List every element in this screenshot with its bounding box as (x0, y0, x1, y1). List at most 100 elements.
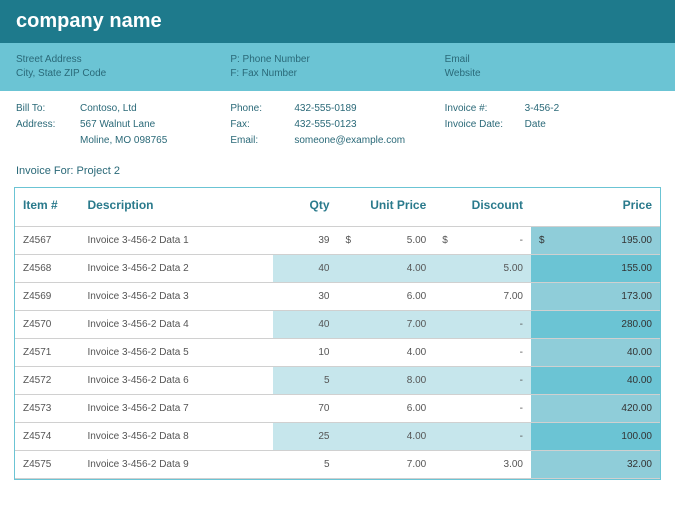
company-phone-block: P: Phone Number F: Fax Number (230, 53, 444, 81)
col-price: Price (531, 188, 660, 227)
cell-price: 100.00 (531, 423, 660, 451)
email-label: Email: (230, 133, 294, 149)
cell-qty: 70 (273, 395, 338, 423)
cell-description: Invoice 3-456-2 Data 3 (80, 283, 274, 311)
cell-discount: $- (434, 227, 531, 255)
cell-qty: 30 (273, 283, 338, 311)
company-address-block: Street Address City, State ZIP Code (16, 53, 230, 81)
invoice-for-label: Invoice For: Project 2 (0, 159, 675, 183)
cell-discount: 3.00 (434, 451, 531, 479)
fax-value: 432-555-0123 (294, 117, 356, 133)
cell-item: Z4571 (15, 339, 80, 367)
cell-qty: 5 (273, 451, 338, 479)
cell-unit-price: 4.00 (338, 423, 435, 451)
company-website: Website (445, 67, 659, 81)
cell-discount: 5.00 (434, 255, 531, 283)
cell-price: 32.00 (531, 451, 660, 479)
email-value: someone@example.com (294, 133, 405, 149)
cell-item: Z4575 (15, 451, 80, 479)
cell-item: Z4572 (15, 367, 80, 395)
company-street: Street Address (16, 53, 230, 67)
cell-discount: 7.00 (434, 283, 531, 311)
invoice-num-value: 3-456-2 (525, 101, 559, 117)
contact-block: Phone:432-555-0189 Fax:432-555-0123 Emai… (230, 101, 444, 149)
table-row: Z4575Invoice 3-456-2 Data 957.003.0032.0… (15, 451, 660, 479)
address-line2: Moline, MO 098765 (80, 133, 167, 149)
invoice-meta: Bill To:Contoso, Ltd Address:567 Walnut … (0, 91, 675, 159)
cell-item: Z4569 (15, 283, 80, 311)
invoice-table: Item # Description Qty Unit Price Discou… (15, 188, 660, 479)
cell-description: Invoice 3-456-2 Data 5 (80, 339, 274, 367)
table-row: Z4571Invoice 3-456-2 Data 5104.00-40.00 (15, 339, 660, 367)
cell-item: Z4570 (15, 311, 80, 339)
cell-item: Z4567 (15, 227, 80, 255)
bill-to-block: Bill To:Contoso, Ltd Address:567 Walnut … (16, 101, 230, 149)
cell-item: Z4574 (15, 423, 80, 451)
address-line1: 567 Walnut Lane (80, 117, 155, 133)
col-unit-price: Unit Price (338, 188, 435, 227)
invoice-date-label: Invoice Date: (445, 117, 525, 133)
invoice-table-wrap: Item # Description Qty Unit Price Discou… (14, 187, 661, 480)
cell-description: Invoice 3-456-2 Data 1 (80, 227, 274, 255)
cell-qty: 25 (273, 423, 338, 451)
company-name: company name (16, 10, 659, 33)
cell-unit-price: 7.00 (338, 451, 435, 479)
fax-label: Fax: (230, 117, 294, 133)
table-row: Z4568Invoice 3-456-2 Data 2404.005.00155… (15, 255, 660, 283)
company-web-block: Email Website (445, 53, 659, 81)
cell-price: 280.00 (531, 311, 660, 339)
cell-price: 40.00 (531, 367, 660, 395)
cell-description: Invoice 3-456-2 Data 8 (80, 423, 274, 451)
table-header-row: Item # Description Qty Unit Price Discou… (15, 188, 660, 227)
cell-price: 155.00 (531, 255, 660, 283)
cell-unit-price: 7.00 (338, 311, 435, 339)
table-row: Z4570Invoice 3-456-2 Data 4407.00-280.00 (15, 311, 660, 339)
cell-price: 40.00 (531, 339, 660, 367)
cell-discount: - (434, 423, 531, 451)
col-item: Item # (15, 188, 80, 227)
cell-item: Z4568 (15, 255, 80, 283)
cell-description: Invoice 3-456-2 Data 6 (80, 367, 274, 395)
company-fax: F: Fax Number (230, 67, 444, 81)
cell-unit-price: $5.00 (338, 227, 435, 255)
bill-to-value: Contoso, Ltd (80, 101, 137, 117)
company-contact-bar: Street Address City, State ZIP Code P: P… (0, 43, 675, 91)
table-row: Z4572Invoice 3-456-2 Data 658.00-40.00 (15, 367, 660, 395)
invoice-date-value: Date (525, 117, 546, 133)
cell-description: Invoice 3-456-2 Data 2 (80, 255, 274, 283)
cell-item: Z4573 (15, 395, 80, 423)
phone-value: 432-555-0189 (294, 101, 356, 117)
col-description: Description (80, 188, 274, 227)
cell-qty: 10 (273, 339, 338, 367)
table-row: Z4569Invoice 3-456-2 Data 3306.007.00173… (15, 283, 660, 311)
cell-price: 420.00 (531, 395, 660, 423)
phone-label: Phone: (230, 101, 294, 117)
cell-qty: 40 (273, 311, 338, 339)
company-phone: P: Phone Number (230, 53, 444, 67)
table-row: Z4567Invoice 3-456-2 Data 139$5.00$-$195… (15, 227, 660, 255)
cell-price: 173.00 (531, 283, 660, 311)
address-label: Address: (16, 117, 80, 133)
bill-to-label: Bill To: (16, 101, 80, 117)
company-city: City, State ZIP Code (16, 67, 230, 81)
cell-qty: 40 (273, 255, 338, 283)
header-bar: company name (0, 0, 675, 43)
cell-unit-price: 8.00 (338, 367, 435, 395)
cell-qty: 39 (273, 227, 338, 255)
cell-discount: - (434, 367, 531, 395)
cell-description: Invoice 3-456-2 Data 9 (80, 451, 274, 479)
cell-unit-price: 4.00 (338, 339, 435, 367)
cell-unit-price: 6.00 (338, 283, 435, 311)
table-row: Z4573Invoice 3-456-2 Data 7706.00-420.00 (15, 395, 660, 423)
table-row: Z4574Invoice 3-456-2 Data 8254.00-100.00 (15, 423, 660, 451)
col-qty: Qty (273, 188, 338, 227)
company-email: Email (445, 53, 659, 67)
cell-discount: - (434, 395, 531, 423)
cell-discount: - (434, 311, 531, 339)
cell-description: Invoice 3-456-2 Data 4 (80, 311, 274, 339)
col-discount: Discount (434, 188, 531, 227)
cell-qty: 5 (273, 367, 338, 395)
cell-unit-price: 4.00 (338, 255, 435, 283)
cell-description: Invoice 3-456-2 Data 7 (80, 395, 274, 423)
invoice-num-label: Invoice #: (445, 101, 525, 117)
